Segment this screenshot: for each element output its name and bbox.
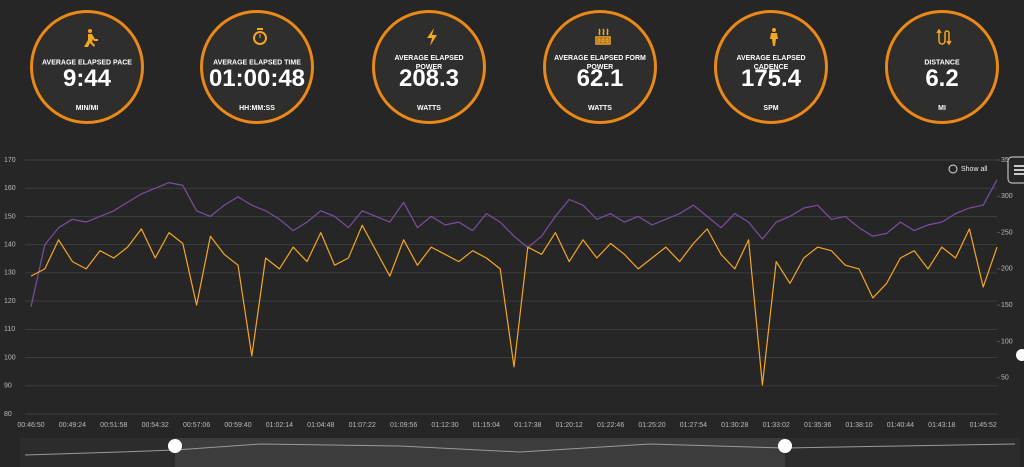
x-tick-label: 01:02:14 [266,422,293,429]
y-tick-label: 140 [4,242,16,249]
stat-value: 9:44 [62,65,112,92]
y-tick-label: 100 [4,354,16,361]
stat-value: 6.2 [925,65,959,92]
side-handle[interactable] [1016,349,1024,361]
stat-title: AVERAGE ELAPSED CADENCE [736,55,806,71]
y2-tick-label: 200 [1001,266,1013,273]
x-tick-label: 00:57:06 [183,422,210,429]
x-tick-label: 01:22:46 [597,422,624,429]
stat-value: 175.4 [740,65,802,92]
zoom-icon [948,164,958,174]
stat-title: AVERAGE ELAPSED PACE [42,59,132,67]
stat-card: AVERAGE ELAPSED TIME 01:00:48 HH:MM:SS [200,10,314,124]
stat-value: 01:00:48 [208,65,306,92]
menu-icon [1014,165,1024,175]
x-tick-label: 00:46:50 [17,422,44,429]
stat-title: AVERAGE ELAPSED FORM POWER [554,55,646,71]
stat-icon [770,28,778,46]
x-tick-label: 01:09:56 [390,422,417,429]
stat-value: 208.3 [398,65,460,92]
y-tick-label: 90 [4,383,12,390]
stat-title: DISTANCE [924,59,960,67]
stat-unit: HH:MM:SS [239,105,275,112]
show-all-button[interactable]: Show all [948,164,988,174]
x-tick-label: 00:51:58 [100,422,127,429]
x-tick-label: 01:40:44 [887,422,914,429]
navigator-window[interactable] [175,438,785,467]
x-tick-label: 01:17:38 [514,422,541,429]
stat-unit: WATTS [417,105,441,112]
x-tick-label: 00:49:24 [59,422,86,429]
y-tick-label: 80 [4,411,12,418]
plot: 80 90 100 110 120 130 140 150 160 170 50 100 150 200 2… [4,157,1013,429]
x-tick-label: 01:30:28 [721,422,748,429]
x-tick-label: 01:04:48 [307,422,334,429]
x-tick-label: 01:20:12 [556,422,583,429]
y-tick-label: 110 [4,326,15,333]
stat-unit: WATTS [588,105,612,112]
x-tick-label: 01:38:10 [845,422,872,429]
stat-icon [84,29,98,47]
series-line [30,224,998,386]
y2-tick-label: 300 [1001,193,1013,200]
series-line [30,179,998,307]
stat-card: AVERAGE ELAPSED CADENCE 175.4 SPM [714,10,828,124]
navigator-handle[interactable] [778,439,792,453]
stat-unit: MI [938,105,946,112]
y-tick-label: 120 [4,298,16,305]
y2-tick-label: 250 [1001,229,1013,236]
x-tick-label: 01:35:36 [804,422,831,429]
stat-title: AVERAGE ELAPSED TIME [213,59,301,67]
navigator[interactable] [20,438,1020,467]
x-tick-label: 01:12:30 [431,422,458,429]
y-tick-label: 150 [4,213,16,220]
x-tick-label: 01:45:52 [970,422,997,429]
x-tick-label: 00:54:32 [142,422,169,429]
x-tick-label: 01:25:20 [638,422,665,429]
y-tick-label: 130 [4,270,16,277]
stat-title: AVERAGE ELAPSED POWER [394,55,464,71]
y2-tick-label: 100 [1001,338,1013,345]
menu-button[interactable] [1007,156,1024,184]
stat-value: 62.1 [576,65,624,92]
y-tick-label: 160 [4,185,16,192]
y-tick-label: 170 [4,157,16,164]
y2-tick-label: 150 [1001,302,1013,309]
y2-tick-label: 50 [1001,375,1009,382]
x-tick-label: 01:15:04 [473,422,500,429]
stat-icon [253,28,267,45]
navigator-line [24,443,1016,456]
x-tick-label: 00:59:40 [224,422,251,429]
stat-icon [595,28,611,45]
stat-unit: MIN/MI [75,105,99,112]
show-all-label[interactable]: Show all [961,166,988,173]
stat-card: DISTANCE 6.2 MI [885,10,999,124]
stat-card: AVERAGE ELAPSED FORM POWER 62.1 WATTS [543,10,657,124]
x-tick-label: 01:43:18 [928,422,955,429]
stat-icon [936,28,952,46]
y2-tick-label: 350 [1001,157,1013,164]
chart-bg [0,150,1024,467]
stat-card: AVERAGE ELAPSED PACE 9:44 MIN/MI [30,10,144,124]
x-tick-label: 01:27:54 [680,422,707,429]
x-tick-label: 01:33:02 [763,422,790,429]
navigator-handle[interactable] [168,439,182,453]
stat-unit: SPM [763,105,779,112]
stat-icon [427,28,437,46]
stat-card: AVERAGE ELAPSED POWER 208.3 WATTS [372,10,486,124]
x-tick-label: 01:07:22 [349,422,376,429]
